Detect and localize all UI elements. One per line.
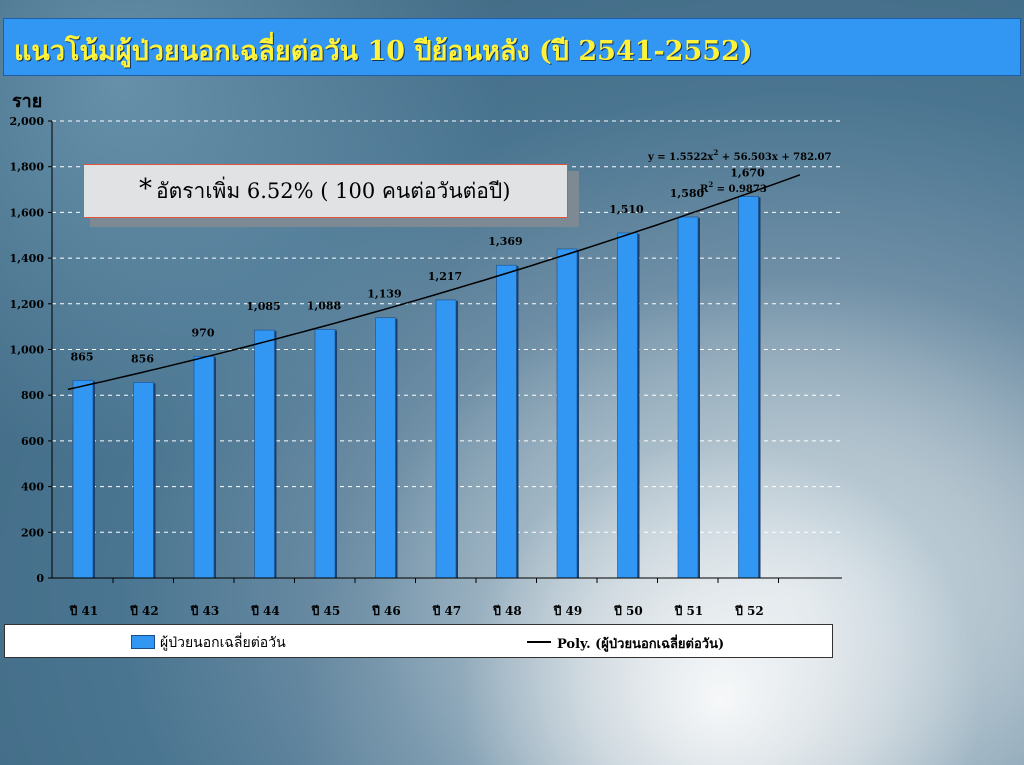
y-axis: 0 200 400 600 800 1,000 1,200 1,400 1,600 1,800 2,… — [10, 115, 53, 585]
title-bar: แนวโน้มผู้ป่วยนอกเฉลี่ยต่อวัน 10 ปีย้อนห… — [3, 18, 1021, 76]
legend-bar-swatch — [131, 635, 155, 649]
trend-equation: y = 1.5522x2 + 56.503x + 782.07 R2 = 0.9… — [647, 148, 831, 195]
y-tick-label: 2,000 — [10, 115, 45, 128]
bar-chart: 0 200 400 600 800 1,000 1,200 1,400 1,600 1,800 2,… — [10, 115, 842, 618]
x-tick-label: ปี 45 — [311, 604, 340, 618]
bar — [496, 264, 517, 579]
bar — [617, 232, 638, 579]
y-tick-label: 1,200 — [10, 298, 45, 311]
y-tick-label: 400 — [21, 481, 44, 494]
y-tick-label: 1,400 — [10, 252, 45, 265]
bar — [72, 380, 94, 579]
data-label: 865 — [71, 350, 94, 363]
bar — [677, 216, 699, 579]
legend-series-label: ผู้ป่วยนอกเฉลี่ยต่อวัน — [160, 635, 286, 651]
chart-legend: ผู้ป่วยนอกเฉลี่ยต่อวัน Poly. (ผู้ป่วยนอก… — [4, 624, 833, 658]
y-tick-label: 1,600 — [10, 206, 45, 219]
trend-equation-text: y = 1.5522x2 + 56.503x + 782.07 — [647, 148, 831, 163]
callout-text: อัตราเพิ่ม 6.52% ( 100 คนต่อวันต่อปี) — [156, 178, 511, 203]
x-tick-label: ปี 49 — [553, 604, 582, 618]
slide-title: แนวโน้มผู้ป่วยนอกเฉลี่ยต่อวัน 10 ปีย้อนห… — [14, 36, 753, 67]
data-labels: 865 856 970 1,085 1,088 1,139 1,217 1,369 1,510 1… — [71, 166, 766, 365]
bars — [72, 196, 761, 579]
data-label: 1,369 — [488, 235, 522, 248]
y-axis-unit-label: ราย — [12, 91, 43, 112]
y-tick-label: 200 — [21, 526, 44, 539]
x-tick-label: ปี 51 — [674, 604, 703, 618]
data-label: 1,217 — [428, 270, 462, 283]
x-tick-label: ปี 52 — [735, 604, 764, 618]
legend-trend-line — [527, 641, 551, 643]
x-tick-label: ปี 48 — [493, 604, 522, 618]
bar — [314, 329, 336, 579]
data-label: 1,510 — [609, 203, 644, 216]
bar — [254, 329, 275, 579]
trendline — [67, 174, 801, 391]
trendline-path — [67, 174, 801, 391]
y-tick-label: 1,000 — [10, 344, 45, 357]
callout-star: * — [139, 174, 152, 204]
y-tick-label: 800 — [21, 389, 44, 402]
y-tick-label: 0 — [36, 572, 44, 585]
x-tick-label: ปี 43 — [190, 604, 219, 618]
x-tick-label: ปี 44 — [251, 604, 280, 618]
x-tick-label: ปี 46 — [372, 604, 401, 618]
bar — [738, 196, 759, 579]
y-tick-label: 600 — [21, 435, 44, 448]
x-tick-label: ปี 41 — [69, 604, 98, 618]
data-label: 1,580 — [670, 187, 705, 200]
bar — [133, 382, 154, 579]
data-label: 1,088 — [307, 299, 342, 312]
x-axis: ปี 41 ปี 42 ปี 43 ปี 44 ปี 45 ปี 46 ปี 47 ปี 48… — [52, 577, 842, 618]
data-label: 1,670 — [730, 166, 765, 179]
legend-trend-label: Poly. (ผู้ป่วยนอกเฉลี่ยต่อวัน) — [557, 637, 725, 652]
data-label: 970 — [192, 326, 215, 339]
growth-rate-callout: * อัตราเพิ่ม 6.52% ( 100 คนต่อวันต่อปี) — [83, 164, 568, 218]
x-tick-label: ปี 50 — [614, 604, 643, 618]
data-label: 1,139 — [367, 288, 401, 301]
trend-r2-text: R2 = 0.9873 — [700, 180, 767, 195]
x-tick-label: ปี 42 — [130, 604, 159, 618]
bar — [193, 356, 215, 579]
y-tick-label: 1,800 — [10, 161, 45, 174]
bar — [375, 317, 396, 579]
bar — [435, 299, 457, 579]
bar — [556, 248, 578, 579]
data-label: 856 — [131, 352, 154, 365]
data-label: 1,085 — [246, 300, 280, 313]
x-tick-label: ปี 47 — [432, 604, 461, 618]
